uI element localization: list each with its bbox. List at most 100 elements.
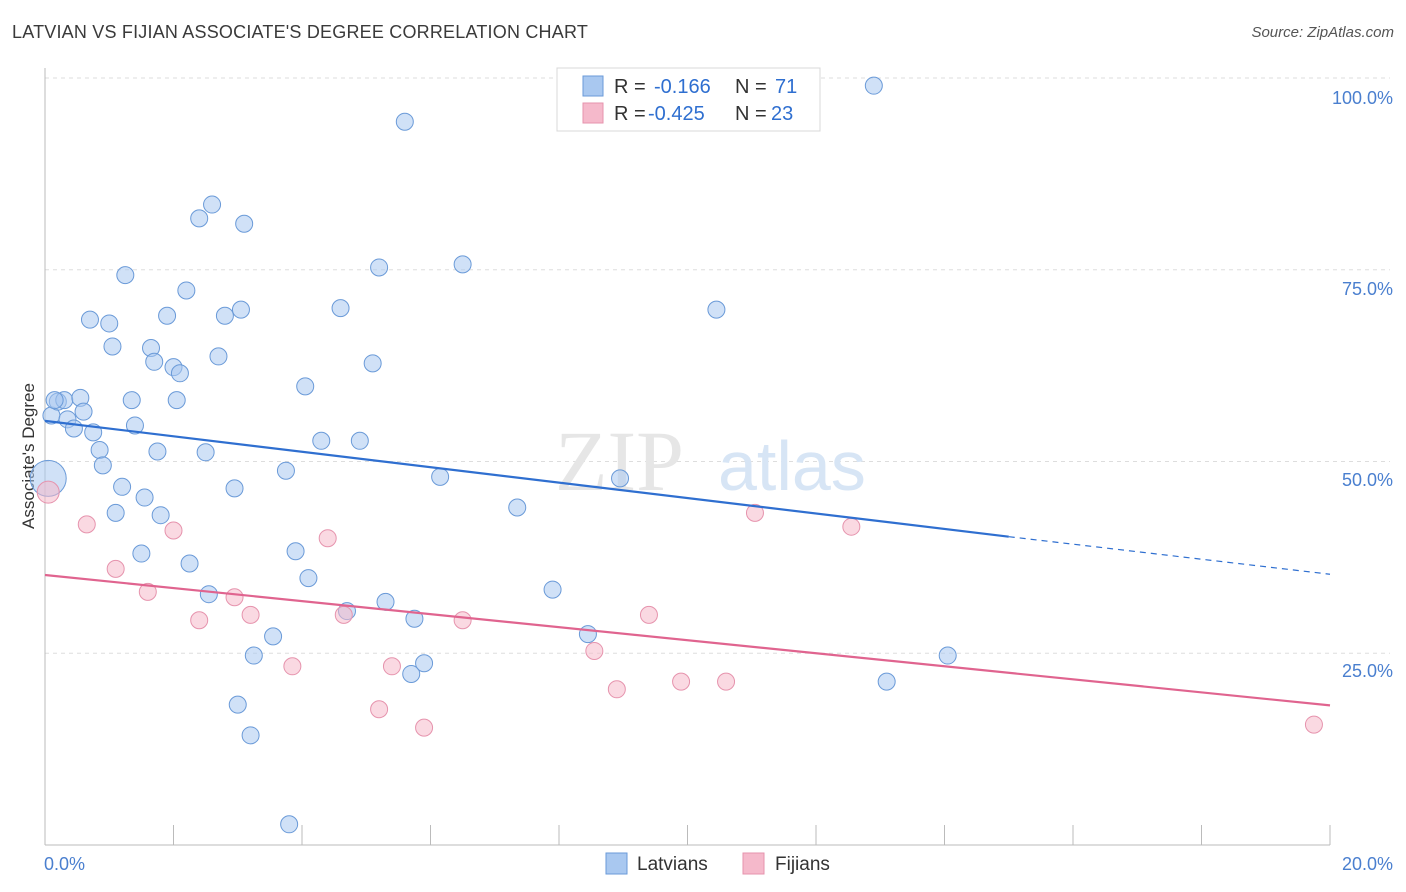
latvian-point (125, 416, 144, 435)
latvian-point (103, 337, 122, 356)
latvian-point (122, 391, 141, 410)
x-tick-20: 20.0% (1342, 854, 1393, 874)
watermark-atlas: atlas (718, 427, 866, 505)
latvian-point (225, 479, 244, 498)
latvian-point (228, 695, 247, 714)
fijians-points (36, 480, 1323, 737)
fijian-point (717, 672, 736, 691)
latvian-point (405, 609, 424, 628)
latvian-point (611, 469, 630, 488)
latvian-point (363, 354, 382, 373)
latvian-point (508, 498, 527, 517)
latvian-n-value: 71 (775, 76, 797, 98)
fijian-point (607, 680, 626, 699)
latvian-point (877, 672, 896, 691)
fijian-point (1304, 715, 1323, 734)
source-note: Source: ZipAtlas.com (1251, 24, 1394, 41)
latvian-point (370, 258, 389, 277)
x-tick-0: 0.0% (44, 854, 85, 874)
latvian-point (167, 391, 186, 410)
latvian-point (196, 443, 215, 462)
stats-legend: R = -0.166 N = 71 R = -0.425 N = 23 (556, 67, 821, 132)
latvian-n-label: N = (735, 76, 767, 98)
latvian-point (113, 477, 132, 496)
latvian-point (543, 580, 562, 599)
latvian-trend-line (44, 419, 1009, 538)
fijian-point (36, 480, 60, 504)
latvian-point (80, 310, 99, 329)
latvian-point (280, 815, 299, 834)
latvian-point (231, 300, 250, 319)
y-axis-label: Associate's Degree (19, 383, 38, 529)
latvian-point (74, 402, 93, 421)
latvian-point (264, 627, 283, 646)
latvian-point (453, 255, 472, 274)
trend-lines (44, 419, 1331, 707)
fijian-point (241, 605, 260, 624)
fijian-point (225, 588, 244, 607)
latvians-legend-swatch (605, 852, 628, 875)
fijian-point (106, 559, 125, 578)
y-tick-100: 100.0% (1332, 88, 1393, 108)
fijian-point (164, 521, 183, 540)
latvian-point (299, 569, 318, 588)
latvian-legend-swatch (582, 75, 604, 97)
latvian-point (116, 266, 135, 285)
fijians-legend-swatch (742, 852, 765, 875)
latvian-point (190, 209, 209, 228)
latvian-point (312, 431, 331, 450)
latvian-point (90, 440, 109, 459)
latvian-point (707, 300, 726, 319)
fijian-r-value: -0.425 (648, 103, 705, 125)
latvian-point (148, 442, 167, 461)
series-legend: Latvians Fijians (605, 852, 830, 875)
latvian-point (209, 347, 228, 366)
latvian-point (244, 646, 263, 665)
latvian-point (376, 592, 395, 611)
fijian-point (318, 529, 337, 548)
latvian-point (235, 214, 254, 233)
fijian-point (334, 605, 353, 624)
latvian-point (158, 306, 177, 325)
fijian-point (370, 700, 389, 719)
fijians-legend-label: Fijians (775, 854, 830, 875)
fijian-legend-swatch (582, 102, 604, 124)
fijian-n-label: N = (735, 103, 767, 125)
latvian-point (145, 352, 164, 371)
fijian-point (745, 503, 764, 522)
chart-title: LATVIAN VS FIJIAN ASSOCIATE'S DEGREE COR… (12, 22, 589, 42)
latvian-point (331, 299, 350, 318)
latvian-point (132, 544, 151, 563)
latvian-point (135, 488, 154, 507)
y-tick-50: 50.0% (1342, 470, 1393, 490)
fijian-point (415, 718, 434, 737)
fijian-point (190, 611, 209, 630)
fijian-n-value: 23 (771, 103, 793, 125)
latvian-point (106, 503, 125, 522)
fijian-point (842, 517, 861, 536)
latvians-legend-label: Latvians (637, 854, 708, 875)
fijian-trend-line (44, 573, 1331, 707)
latvian-point (415, 654, 434, 673)
latvian-point (100, 314, 119, 333)
fijian-r-label: R = (614, 103, 646, 125)
latvian-point (296, 377, 315, 396)
fijian-point (453, 611, 472, 630)
latvian-point (286, 542, 305, 561)
fijian-point (585, 641, 604, 660)
latvian-point (350, 431, 369, 450)
fijian-point (672, 672, 691, 691)
latvian-point (938, 646, 957, 665)
latvian-point (402, 664, 421, 683)
fijian-point (138, 582, 157, 601)
latvian-r-value: -0.166 (654, 76, 711, 98)
latvian-r-label: R = (614, 76, 646, 98)
latvian-point (199, 585, 218, 604)
grid-lines (45, 77, 1390, 654)
latvian-point (864, 76, 883, 95)
latvian-point (395, 112, 414, 131)
x-axis-ticks (44, 825, 1331, 845)
latvian-point (431, 467, 450, 486)
fijian-point (283, 657, 302, 676)
